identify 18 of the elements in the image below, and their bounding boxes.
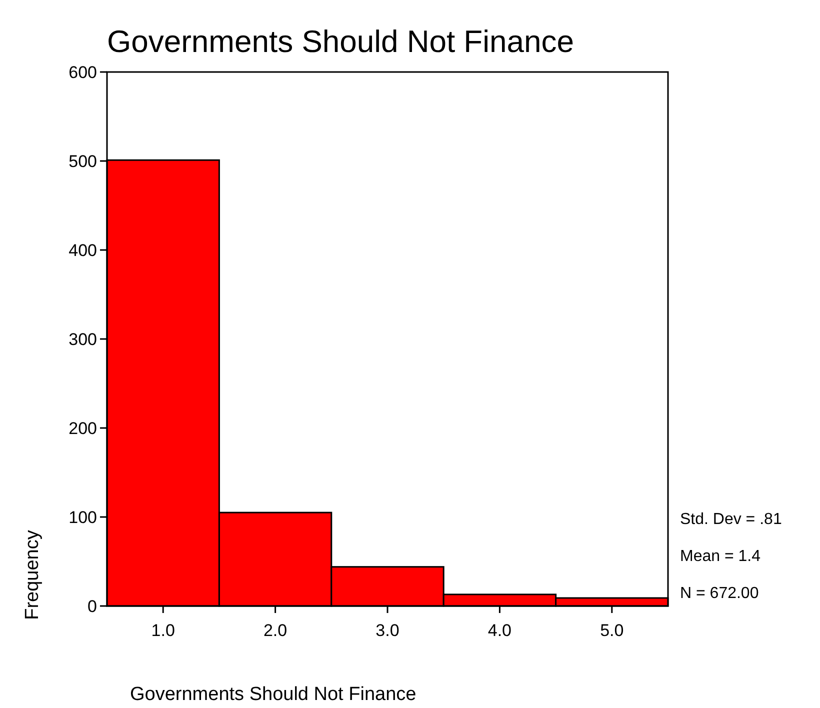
text: N = 672.00 xyxy=(680,585,759,602)
x-tick-label: 1.0 xyxy=(151,621,175,640)
y-tick-label: 100 xyxy=(68,508,97,527)
x-axis-title: Governments Should Not Finance xyxy=(130,684,416,705)
y-axis-title: Frequency xyxy=(22,530,43,620)
x-tick-label: 5.0 xyxy=(600,621,624,640)
y-tick-label: 200 xyxy=(68,418,97,438)
y-tick-label: 300 xyxy=(68,330,97,349)
chart-title: Governments Should Not Finance xyxy=(107,24,574,59)
y-tick-label: 500 xyxy=(68,152,97,171)
y-tick-label: 0 xyxy=(88,596,97,616)
y-tick-label: 400 xyxy=(68,240,97,260)
x-tick-label: 2.0 xyxy=(263,621,288,640)
text: Std. Dev = .81 xyxy=(680,511,782,528)
text: Mean = 1.4 xyxy=(680,548,761,565)
x-tick-label: 3.0 xyxy=(376,621,400,640)
x-tick-label: 4.0 xyxy=(488,621,512,640)
y-tick-label: 600 xyxy=(68,62,97,82)
